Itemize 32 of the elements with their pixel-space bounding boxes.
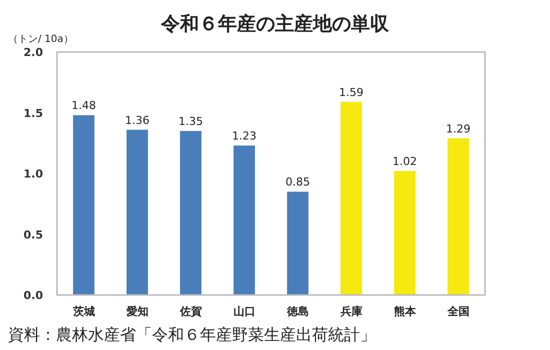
data-label: 1.23 <box>232 130 256 143</box>
data-label: 1.29 <box>446 122 470 136</box>
x-tick-label: 山口 <box>233 305 256 318</box>
bar <box>234 146 255 295</box>
bar <box>340 102 362 295</box>
bar <box>448 138 469 295</box>
x-tick-label: 佐賀 <box>178 305 202 318</box>
y-axis-title: （トン/ 10a） <box>8 34 74 45</box>
y-tick-label: 1.5 <box>24 106 43 120</box>
bar <box>394 171 416 295</box>
data-label: 1.59 <box>339 86 364 99</box>
x-tick-label: 徳島 <box>286 305 309 318</box>
bar <box>287 192 308 295</box>
x-tick-label: 兵庫 <box>339 305 362 318</box>
bar <box>180 130 202 295</box>
data-label: 1.48 <box>72 99 96 112</box>
y-tick-label: 0.0 <box>24 289 44 302</box>
data-label: 0.85 <box>286 176 310 189</box>
data-label: 1.36 <box>125 114 150 127</box>
bar <box>73 115 94 295</box>
x-tick-label: 熊本 <box>394 305 417 318</box>
text: 資料：農林水産省「令和６年産野菜生産出荷統計」 <box>8 325 376 344</box>
y-tick-label: 0.5 <box>24 228 43 242</box>
y-tick-label: 1.0 <box>24 168 44 180</box>
bar <box>126 130 148 295</box>
chart-title: 令和６年産の主産地の単収 <box>160 13 390 35</box>
x-tick-label: 茨城 <box>72 305 95 318</box>
data-label: 1.35 <box>178 114 203 128</box>
x-tick-label: 愛知 <box>126 305 148 318</box>
data-label: 1.02 <box>392 155 417 168</box>
y-tick-label: 2.0 <box>24 46 44 59</box>
x-tick-label: 全国 <box>446 305 470 318</box>
